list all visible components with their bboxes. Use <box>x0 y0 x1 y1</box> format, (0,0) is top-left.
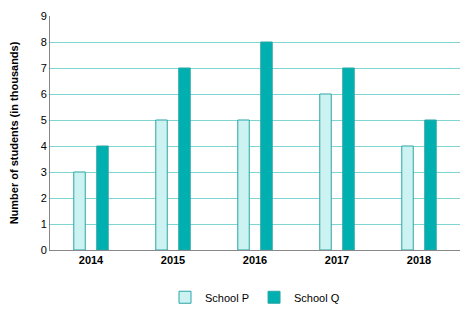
svg-text:6: 6 <box>41 88 47 100</box>
svg-text:8: 8 <box>41 36 47 48</box>
svg-text:1: 1 <box>41 218 47 230</box>
svg-text:3: 3 <box>41 166 47 178</box>
svg-text:2016: 2016 <box>243 254 267 266</box>
svg-text:4: 4 <box>41 140 47 152</box>
svg-text:0: 0 <box>41 244 47 256</box>
svg-text:School Q: School Q <box>294 292 340 304</box>
svg-text:2014: 2014 <box>79 254 104 266</box>
svg-text:2: 2 <box>41 192 47 204</box>
svg-text:School P: School P <box>205 292 249 304</box>
svg-text:9: 9 <box>41 10 47 22</box>
svg-text:7: 7 <box>41 62 47 74</box>
svg-text:Number of students (in thousan: Number of students (in thousands) <box>8 41 20 224</box>
svg-text:2015: 2015 <box>161 254 185 266</box>
svg-text:5: 5 <box>41 114 47 126</box>
svg-text:2018: 2018 <box>407 254 431 266</box>
svg-text:2017: 2017 <box>325 254 349 266</box>
